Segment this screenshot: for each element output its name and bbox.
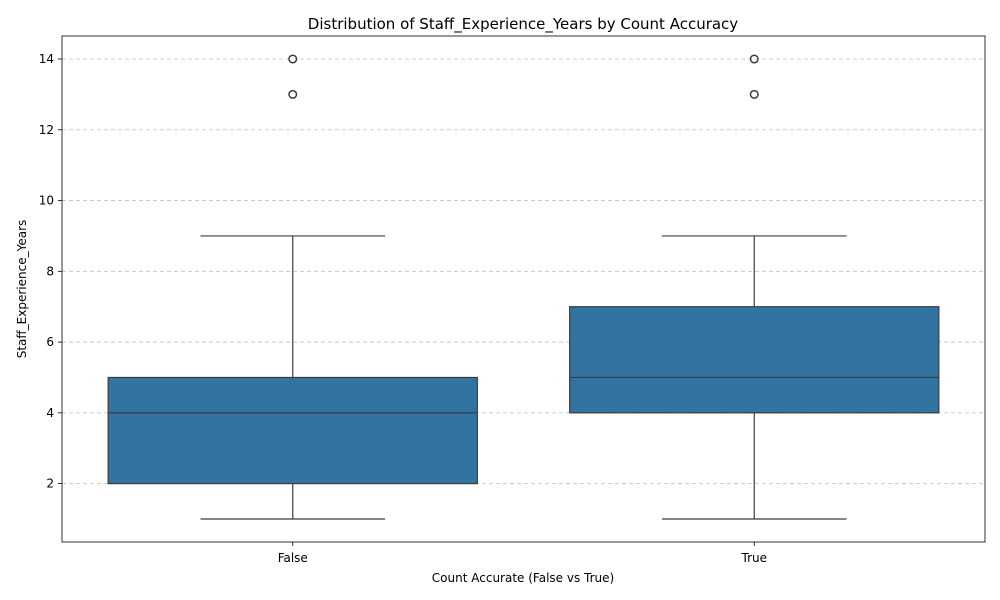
y-axis-label: Staff_Experience_Years — [15, 220, 29, 359]
x-tick-label: True — [741, 551, 768, 565]
y-tick-label: 14 — [39, 52, 54, 66]
iqr-box — [107, 376, 478, 485]
boxes — [107, 54, 940, 520]
outlier-point — [749, 89, 759, 99]
y-tick-label: 8 — [46, 264, 54, 278]
plot-frame — [61, 35, 986, 543]
outlier-point — [288, 54, 298, 64]
x-axis-label: Count Accurate (False vs True) — [432, 571, 614, 585]
y-tick-label: 12 — [39, 123, 54, 137]
chart-title: Distribution of Staff_Experience_Years b… — [308, 15, 739, 34]
box-group-false — [107, 54, 478, 520]
y-axis-ticks: 2 4 6 8 10 12 14 — [39, 52, 62, 491]
y-tick-label: 6 — [46, 335, 54, 349]
y-tick-label: 2 — [46, 477, 54, 491]
y-tick-label: 10 — [39, 194, 54, 208]
y-tick-label: 4 — [46, 406, 54, 420]
x-tick-label: False — [278, 551, 308, 565]
iqr-box — [569, 306, 940, 414]
outlier-point — [288, 89, 298, 99]
box-group-true — [569, 54, 940, 520]
outlier-point — [749, 54, 759, 64]
x-axis-ticks: False True — [278, 542, 767, 565]
